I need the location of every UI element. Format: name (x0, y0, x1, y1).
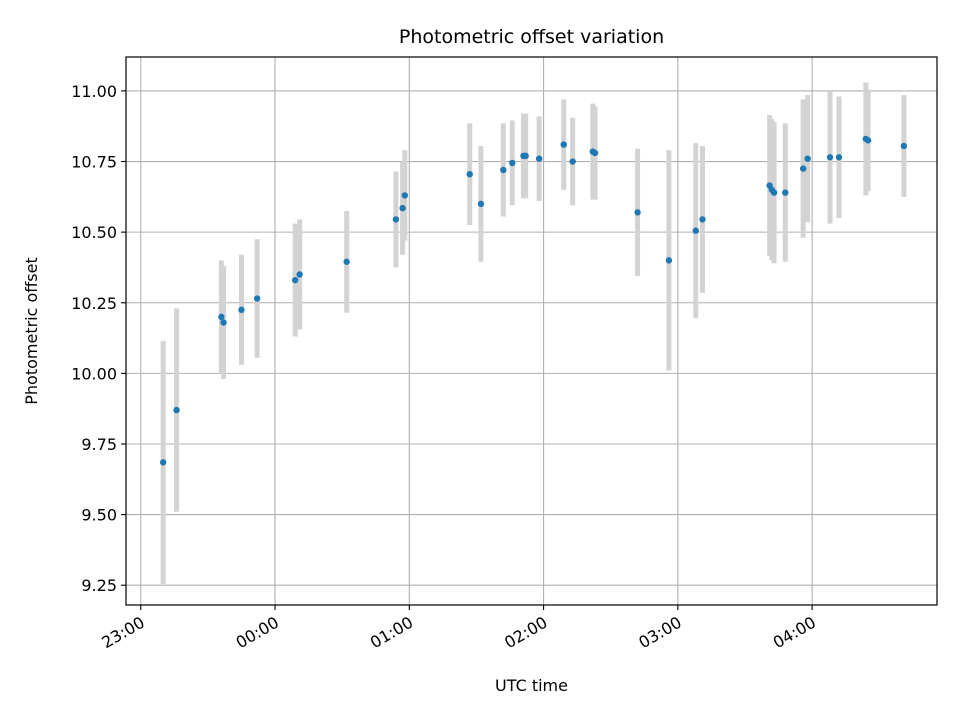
data-point (296, 271, 303, 278)
plot-frame (125, 56, 938, 606)
y-axis-ticks: 9.25 9.50 9.75 10.00 10.25 10.50 10.75 11.00 (71, 82, 126, 595)
data-point (500, 166, 507, 174)
data-point (522, 152, 529, 160)
y-tick-label: 10.75 (71, 153, 117, 172)
data-point (692, 227, 699, 234)
data-point (173, 406, 180, 414)
data-point (569, 158, 576, 165)
data-point (253, 295, 261, 302)
x-axis-label: UTC time (495, 676, 568, 695)
data-point (392, 216, 400, 223)
data-point (665, 257, 673, 264)
data-point (560, 141, 567, 148)
data-point (591, 149, 599, 157)
data-point (477, 200, 485, 208)
data-point (291, 276, 299, 284)
y-tick-label: 9.50 (81, 506, 117, 525)
y-tick-label: 10.25 (71, 294, 117, 313)
data-point (343, 258, 350, 265)
y-tick-label: 11.00 (71, 82, 117, 101)
data-point (699, 216, 706, 223)
data-point (770, 189, 778, 196)
data-point (401, 192, 409, 199)
data-point (466, 171, 473, 178)
data-point (782, 189, 789, 196)
data-point (218, 313, 225, 321)
data-point (634, 209, 641, 216)
y-tick-label: 9.75 (81, 435, 117, 454)
data-point (509, 159, 516, 167)
data-point (220, 319, 227, 326)
data-point (835, 154, 843, 161)
y-tick-label: 10.50 (71, 223, 117, 242)
y-tick-label: 9.25 (81, 576, 117, 595)
data-point (399, 204, 406, 212)
data-point (864, 137, 872, 144)
data-point (159, 459, 167, 466)
data-points (159, 135, 908, 466)
y-tick-label: 10.00 (71, 364, 117, 383)
data-point (535, 155, 543, 162)
data-point (238, 306, 245, 314)
data-point (804, 155, 811, 162)
data-point (799, 165, 807, 172)
chart-title: Photometric offset variation (399, 26, 664, 48)
data-point (900, 142, 908, 150)
data-point (826, 154, 834, 161)
y-axis-label: Photometric offset (22, 257, 41, 405)
